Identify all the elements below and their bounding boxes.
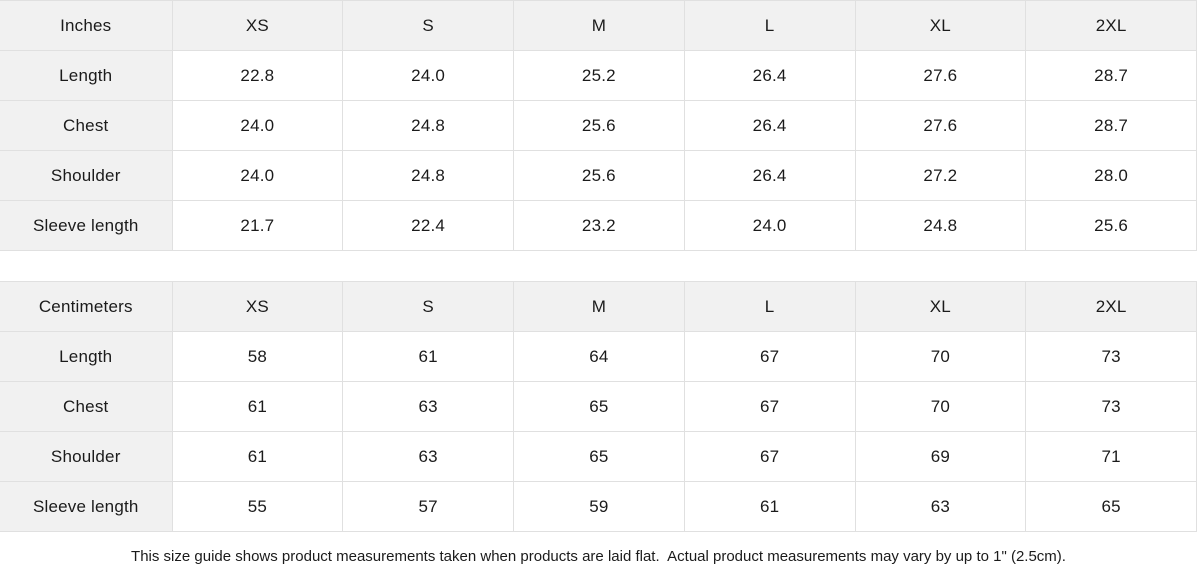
- value-cell: 25.6: [513, 150, 685, 201]
- value-cell: 65: [1025, 481, 1197, 532]
- table-row: Shoulder 61 63 65 67 69 71: [0, 431, 1197, 482]
- value-cell: 67: [683, 431, 856, 482]
- row-label-cell: Sleeve length: [0, 481, 173, 532]
- value-cell: 73: [1025, 331, 1197, 382]
- value-cell: 55: [171, 481, 344, 532]
- value-cell: 69: [854, 431, 1027, 482]
- value-cell: 26.4: [683, 150, 856, 201]
- value-cell: 24.0: [171, 100, 344, 151]
- size-header-cell: M: [513, 0, 685, 51]
- value-cell: 25.2: [513, 50, 685, 101]
- value-cell: 61: [171, 381, 344, 432]
- value-cell: 63: [854, 481, 1027, 532]
- value-cell: 28.7: [1025, 100, 1197, 151]
- table-row: Shoulder 24.0 24.8 25.6 26.4 27.2 28.0: [0, 150, 1197, 201]
- value-cell: 63: [342, 381, 514, 432]
- value-cell: 23.2: [513, 200, 685, 251]
- value-cell: 70: [854, 331, 1027, 382]
- size-guide-note: This size guide shows product measuremen…: [131, 547, 1066, 565]
- value-cell: 64: [513, 331, 685, 382]
- size-header-cell: XS: [171, 0, 344, 51]
- value-cell: 71: [1025, 431, 1197, 482]
- value-cell: 25.6: [1025, 200, 1197, 251]
- value-cell: 63: [342, 431, 514, 482]
- table-header-row: Inches XS S M L XL 2XL: [0, 0, 1197, 51]
- row-label-cell: Length: [0, 331, 173, 382]
- value-cell: 27.6: [854, 50, 1027, 101]
- table-row: Length 22.8 24.0 25.2 26.4 27.6 28.7: [0, 50, 1197, 101]
- value-cell: 24.8: [342, 100, 514, 151]
- value-cell: 24.0: [171, 150, 344, 201]
- row-label-cell: Shoulder: [0, 150, 173, 201]
- size-header-cell: 2XL: [1025, 0, 1197, 51]
- value-cell: 65: [513, 431, 685, 482]
- table-row: Length 58 61 64 67 70 73: [0, 331, 1197, 382]
- value-cell: 58: [171, 331, 344, 382]
- value-cell: 24.0: [683, 200, 856, 251]
- value-cell: 24.8: [854, 200, 1027, 251]
- table-row: Sleeve length 21.7 22.4 23.2 24.0 24.8 25.6: [0, 200, 1197, 251]
- size-table-centimeters: Centimeters XS S M L XL 2XL Length 58 61 64 67 70 73 C…: [0, 281, 1197, 532]
- value-cell: 61: [342, 331, 514, 382]
- value-cell: 65: [513, 381, 685, 432]
- size-header-cell: S: [342, 0, 514, 51]
- table-row: Sleeve length 55 57 59 61 63 65: [0, 481, 1197, 532]
- value-cell: 22.8: [171, 50, 344, 101]
- size-header-cell: XL: [854, 0, 1027, 51]
- value-cell: 24.0: [342, 50, 514, 101]
- size-header-cell: 2XL: [1025, 281, 1197, 332]
- row-label-cell: Sleeve length: [0, 200, 173, 251]
- size-header-cell: L: [683, 281, 856, 332]
- table-row: Chest 24.0 24.8 25.6 26.4 27.6 28.7: [0, 100, 1197, 151]
- row-label-cell: Length: [0, 50, 173, 101]
- value-cell: 28.7: [1025, 50, 1197, 101]
- value-cell: 21.7: [171, 200, 344, 251]
- table-spacer: [0, 251, 1197, 281]
- row-label-cell: Chest: [0, 381, 173, 432]
- row-label-cell: Shoulder: [0, 431, 173, 482]
- value-cell: 27.6: [854, 100, 1027, 151]
- size-header-cell: XL: [854, 281, 1027, 332]
- value-cell: 25.6: [513, 100, 685, 151]
- value-cell: 67: [683, 331, 856, 382]
- value-cell: 61: [683, 481, 856, 532]
- size-header-cell: L: [683, 0, 856, 51]
- unit-header-cell: Inches: [0, 0, 173, 51]
- value-cell: 26.4: [683, 100, 856, 151]
- size-header-cell: XS: [171, 281, 344, 332]
- value-cell: 24.8: [342, 150, 514, 201]
- value-cell: 57: [342, 481, 514, 532]
- value-cell: 67: [683, 381, 856, 432]
- table-header-row: Centimeters XS S M L XL 2XL: [0, 281, 1197, 332]
- row-label-cell: Chest: [0, 100, 173, 151]
- value-cell: 22.4: [342, 200, 514, 251]
- size-header-cell: M: [513, 281, 685, 332]
- value-cell: 59: [513, 481, 685, 532]
- size-table-inches: Inches XS S M L XL 2XL Length 22.8 24.0 25.2 26.4 27…: [0, 0, 1197, 251]
- unit-header-cell: Centimeters: [0, 281, 173, 332]
- table-row: Chest 61 63 65 67 70 73: [0, 381, 1197, 432]
- value-cell: 27.2: [854, 150, 1027, 201]
- value-cell: 70: [854, 381, 1027, 432]
- size-header-cell: S: [342, 281, 514, 332]
- value-cell: 28.0: [1025, 150, 1197, 201]
- value-cell: 26.4: [683, 50, 856, 101]
- value-cell: 73: [1025, 381, 1197, 432]
- value-cell: 61: [171, 431, 344, 482]
